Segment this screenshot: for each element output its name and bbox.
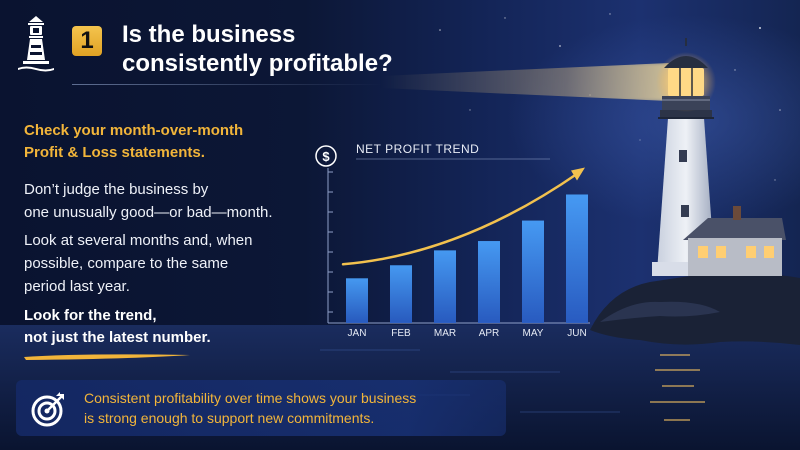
bar-may xyxy=(522,220,544,323)
callout-text: Consistent profitability over time shows… xyxy=(84,388,494,428)
bar-jun xyxy=(566,194,588,323)
brush-underline xyxy=(24,354,190,360)
step-number-badge: 1 xyxy=(72,26,102,56)
x-tick-label: MAR xyxy=(434,328,456,339)
x-tick-label: JAN xyxy=(348,328,367,339)
paragraph-line: possible, compare to the same xyxy=(24,255,229,272)
title-line: consistently profitable? xyxy=(122,50,393,77)
callout-line: Consistent profitability over time shows… xyxy=(84,390,417,406)
callout-banner xyxy=(16,380,506,436)
page-title: Is the business consistently profitable? xyxy=(122,20,422,78)
lighthouse-icon xyxy=(18,16,54,72)
trend-arrow-head xyxy=(571,167,585,181)
chart-title: NET PROFIT TREND xyxy=(356,142,479,156)
paragraph-2: Look at several months and, when possibl… xyxy=(24,229,299,298)
paragraph-line: period last year. xyxy=(24,278,130,295)
target-arrow-icon xyxy=(31,392,64,427)
x-tick-label: FEB xyxy=(391,328,411,339)
paragraph-1: Don’t judge the business by one unusuall… xyxy=(24,178,299,224)
paragraph-line: Don’t judge the business by xyxy=(24,181,209,198)
title-divider xyxy=(72,84,382,85)
title-line: Is the business xyxy=(122,21,296,48)
paragraph-line: one unusually good—or bad—month. xyxy=(24,204,273,221)
bar-jan xyxy=(346,278,368,323)
net-profit-chart: $ NET PROFIT TREND JAN FEB MAR APR MAY JUN xyxy=(315,142,590,339)
bar-feb xyxy=(390,265,412,323)
bar-apr xyxy=(478,241,500,323)
subheading-line: Check your month-over-month xyxy=(24,122,244,139)
section-subheading: Check your month-over-month Profit & Los… xyxy=(24,120,284,164)
paragraph-line: Look at several months and, when xyxy=(24,232,253,249)
dollar-icon-glyph: $ xyxy=(322,149,330,164)
callout-line: is strong enough to support new commitme… xyxy=(84,410,375,426)
x-tick-label: JUN xyxy=(567,328,586,339)
bar-mar xyxy=(434,250,456,323)
emphasis-line: Look for the trend, xyxy=(24,307,157,324)
emphasis-text: Look for the trend, not just the latest … xyxy=(24,305,294,349)
subheading-line: Profit & Loss statements. xyxy=(24,144,205,161)
emphasis-line: not just the latest number. xyxy=(24,329,211,346)
dollar-icon xyxy=(315,145,337,167)
x-tick-label: APR xyxy=(479,328,500,339)
x-tick-label: MAY xyxy=(523,328,544,339)
trend-arrow xyxy=(341,171,581,266)
